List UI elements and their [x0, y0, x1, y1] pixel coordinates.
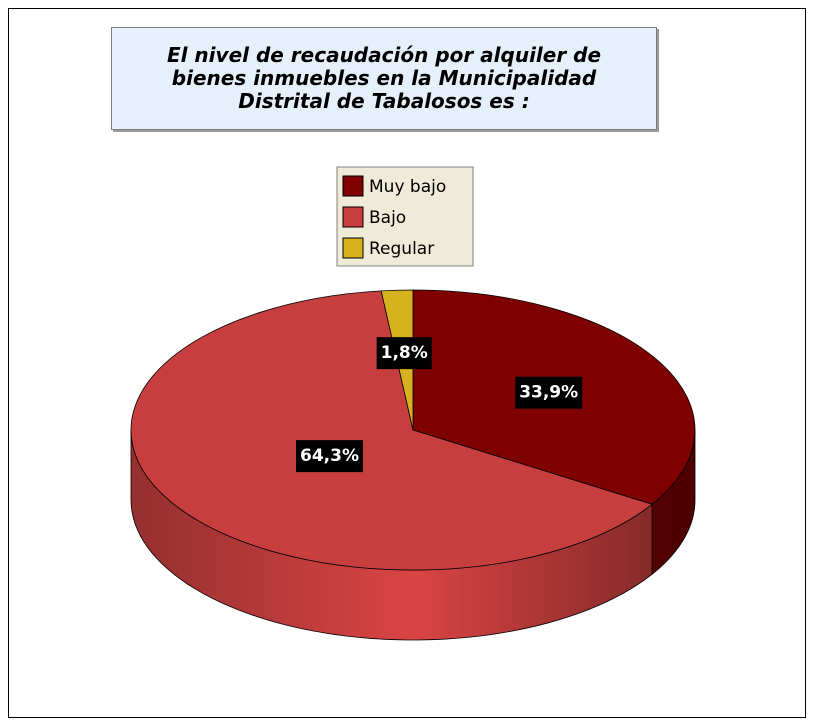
data-label: 1,8% [381, 343, 428, 363]
chart-title: El nivel de recaudación por alquiler de … [111, 27, 657, 130]
data-label-box [296, 440, 363, 473]
legend-swatch [342, 175, 364, 197]
legend-swatch [342, 237, 364, 259]
legend-label: Muy bajo [369, 177, 446, 197]
legend-label: Bajo [369, 208, 406, 228]
data-label: 33,9% [519, 383, 578, 403]
slice [130, 290, 653, 571]
data-label-box [376, 337, 432, 370]
legend-swatch [342, 206, 364, 228]
data-label-box [515, 376, 583, 409]
chart-frame [8, 8, 806, 718]
legend-label: Regular [369, 239, 434, 259]
data-label: 64,3% [300, 446, 359, 466]
